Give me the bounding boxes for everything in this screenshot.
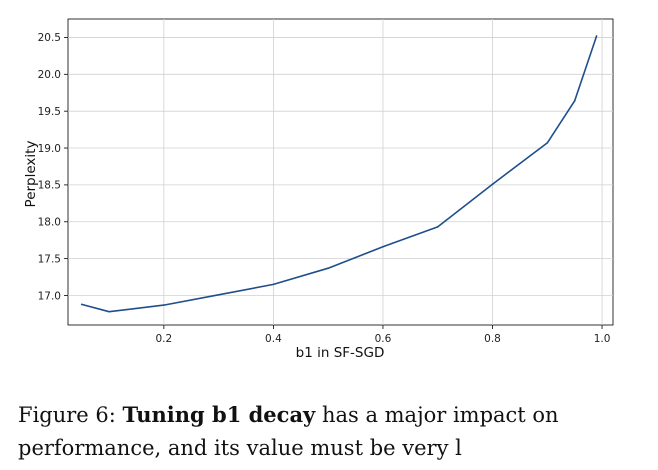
data-point: [272, 283, 275, 286]
data-point: [217, 293, 220, 296]
line-chart: 0.2 0.4 0.6 0.8 1.0 17.0 17.5 18.0 18.5 19.0 19.5 2…: [23, 18, 614, 361]
y-tick-label: 20.5: [38, 32, 61, 44]
data-point: [595, 35, 598, 37]
caption-line1-rest: has a major impact on: [321, 403, 559, 427]
data-point: [108, 310, 110, 313]
caption-bold: Tuning b1 decay: [122, 402, 316, 427]
axis-ticks: 0.2 0.4 0.6 0.8 1.0 17.0 17.5 18.0 18.5 19.0 19.5 2…: [38, 32, 611, 345]
grid-lines: [68, 19, 613, 325]
figure-caption: Figure 6: Tuning b1 decay has a major im…: [18, 398, 648, 465]
x-tick-label: 1.0: [594, 333, 611, 345]
y-tick-label: 18.0: [38, 217, 61, 229]
x-tick-label: 0.8: [484, 333, 501, 345]
y-tick-label: 18.5: [38, 180, 61, 192]
caption-fade-overlay: [495, 434, 658, 470]
data-point: [436, 226, 439, 228]
y-tick-label: 17.5: [38, 253, 61, 265]
x-axis-label: b1 in SF-SGD: [296, 345, 385, 361]
data-point: [491, 183, 494, 185]
y-tick-label: 19.5: [38, 106, 61, 118]
x-tick-label: 0.6: [375, 333, 392, 345]
data-point: [80, 303, 83, 306]
series-line: [81, 35, 598, 313]
data-point: [546, 142, 549, 144]
series-group: [80, 35, 598, 313]
y-tick-label: 20.0: [38, 69, 61, 81]
y-axis-label: Perplexity: [23, 141, 39, 208]
data-point: [163, 304, 165, 306]
data-point: [382, 246, 384, 248]
caption-label: Figure 6:: [18, 403, 116, 427]
plot-area: [67, 18, 614, 326]
x-tick-label: 0.2: [156, 333, 173, 345]
y-tick-label: 19.0: [38, 143, 61, 155]
caption-line2: performance, and its value must be very …: [18, 436, 462, 460]
y-tick-label: 17.0: [38, 290, 61, 302]
x-tick-label: 0.4: [265, 333, 282, 345]
data-point: [327, 267, 329, 270]
data-point: [573, 100, 576, 102]
